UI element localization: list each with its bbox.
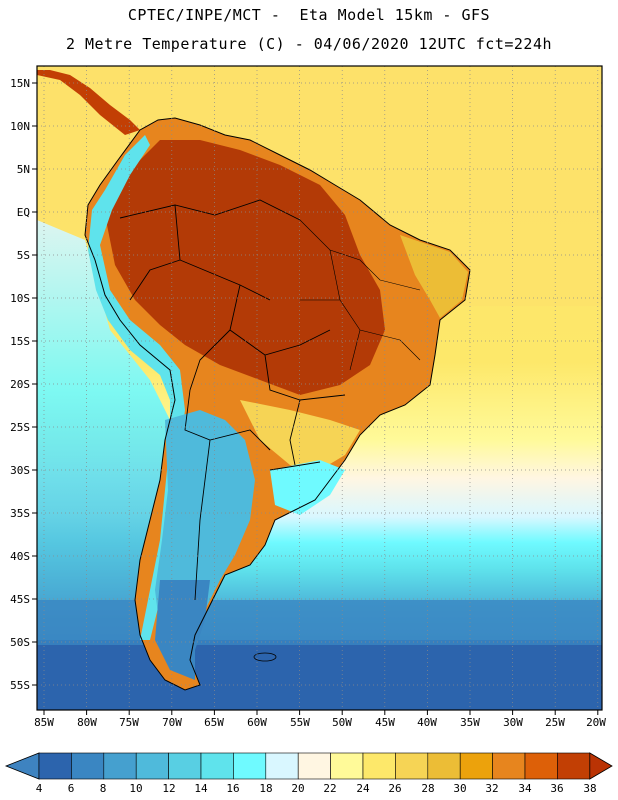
lon-label: 60W	[247, 716, 267, 729]
title-line-1: CPTEC/INPE/MCT - Eta Model 15km - GFS	[127, 6, 491, 24]
lat-label: 15N	[10, 77, 30, 90]
lon-label: 40W	[417, 716, 437, 729]
colorbar-swatch	[200, 752, 234, 780]
colorbar-label: 14	[194, 782, 208, 795]
southern-ocean	[37, 640, 602, 710]
lat-label: 30S	[10, 464, 30, 477]
colorbar-swatch	[71, 752, 105, 780]
lon-label: 30W	[503, 716, 523, 729]
lat-label: 20S	[10, 378, 30, 391]
colorbar-swatch	[233, 752, 267, 780]
colorbar-label: 18	[259, 782, 273, 795]
colorbar-label: 20	[291, 782, 305, 795]
colorbar-swatch	[557, 752, 591, 780]
colorbar-label: 32	[485, 782, 499, 795]
colorbar-under-arrow	[4, 752, 40, 780]
southern-brazil-mild	[240, 400, 360, 470]
colorbar-over-arrow	[589, 752, 613, 780]
colorbar-label: 6	[67, 782, 75, 795]
axis-ticks	[32, 82, 599, 715]
lon-label: 45W	[375, 716, 395, 729]
lon-label: 75W	[119, 716, 139, 729]
lon-label: 85W	[34, 716, 54, 729]
lon-label: 65W	[204, 716, 224, 729]
lon-label: 55W	[290, 716, 310, 729]
country-borders	[119, 199, 346, 601]
colorbar-swatch	[103, 752, 137, 780]
lat-label: 5S	[16, 249, 30, 262]
lon-label: 20W	[586, 716, 606, 729]
colorbar-swatch	[168, 752, 202, 780]
central-america-land	[37, 70, 140, 135]
lon-label: 35W	[460, 716, 480, 729]
amazon-hot-region	[105, 140, 385, 395]
colorbar-swatch	[38, 752, 72, 780]
lon-label: 25W	[545, 716, 565, 729]
graticule	[37, 66, 602, 710]
lat-label: EQ	[16, 206, 30, 219]
coastline	[84, 117, 471, 691]
colorbar-label: 22	[323, 782, 337, 795]
colorbar-swatch	[492, 752, 526, 780]
lat-label: 10S	[10, 292, 30, 305]
pampas-cool	[270, 460, 345, 515]
colorbar-label: 38	[583, 782, 597, 795]
colorbar-label: 36	[550, 782, 564, 795]
colorbar	[4, 752, 613, 780]
colorbar-swatch	[265, 752, 299, 780]
colorbar-label: 26	[388, 782, 402, 795]
colorbar-label: 10	[129, 782, 143, 795]
lat-label: 35S	[10, 507, 30, 520]
andes-cold-strip	[88, 135, 185, 640]
colorbar-label: 12	[162, 782, 176, 795]
colorbar-label: 4	[35, 782, 43, 795]
colorbar-swatch	[427, 752, 461, 780]
colorbar-swatch	[297, 752, 331, 780]
southern-ocean-band	[37, 600, 602, 645]
lat-label: 40S	[10, 550, 30, 563]
plot-frame	[36, 65, 603, 711]
lat-label: 5N	[16, 163, 30, 176]
colorbar-swatch	[330, 752, 364, 780]
lat-label: 50S	[10, 636, 30, 649]
lat-label: 10N	[10, 120, 30, 133]
patagonia-south	[155, 580, 210, 680]
colorbar-swatch	[395, 752, 429, 780]
lon-label: 80W	[77, 716, 97, 729]
colorbar-swatch	[459, 752, 493, 780]
colorbar-label: 34	[518, 782, 532, 795]
falkland-islands	[253, 652, 277, 662]
title-line-2: 2 Metre Temperature (C) - 04/06/2020 12U…	[65, 35, 553, 53]
colorbar-swatch	[135, 752, 169, 780]
lat-label: 15S	[10, 335, 30, 348]
lon-label: 50W	[332, 716, 352, 729]
northeast-brazil-mild	[400, 235, 468, 318]
state-borders	[299, 219, 421, 371]
colorbar-label: 24	[356, 782, 370, 795]
colorbar-label: 16	[226, 782, 240, 795]
lat-label: 25S	[10, 421, 30, 434]
lon-label: 70W	[162, 716, 182, 729]
lat-label: 55S	[10, 679, 30, 692]
colorbar-label: 30	[453, 782, 467, 795]
lat-label: 45S	[10, 593, 30, 606]
colorbar-swatch	[362, 752, 396, 780]
colorbar-label: 28	[421, 782, 435, 795]
colorbar-label: 8	[99, 782, 107, 795]
colorbar-swatch	[524, 752, 558, 780]
